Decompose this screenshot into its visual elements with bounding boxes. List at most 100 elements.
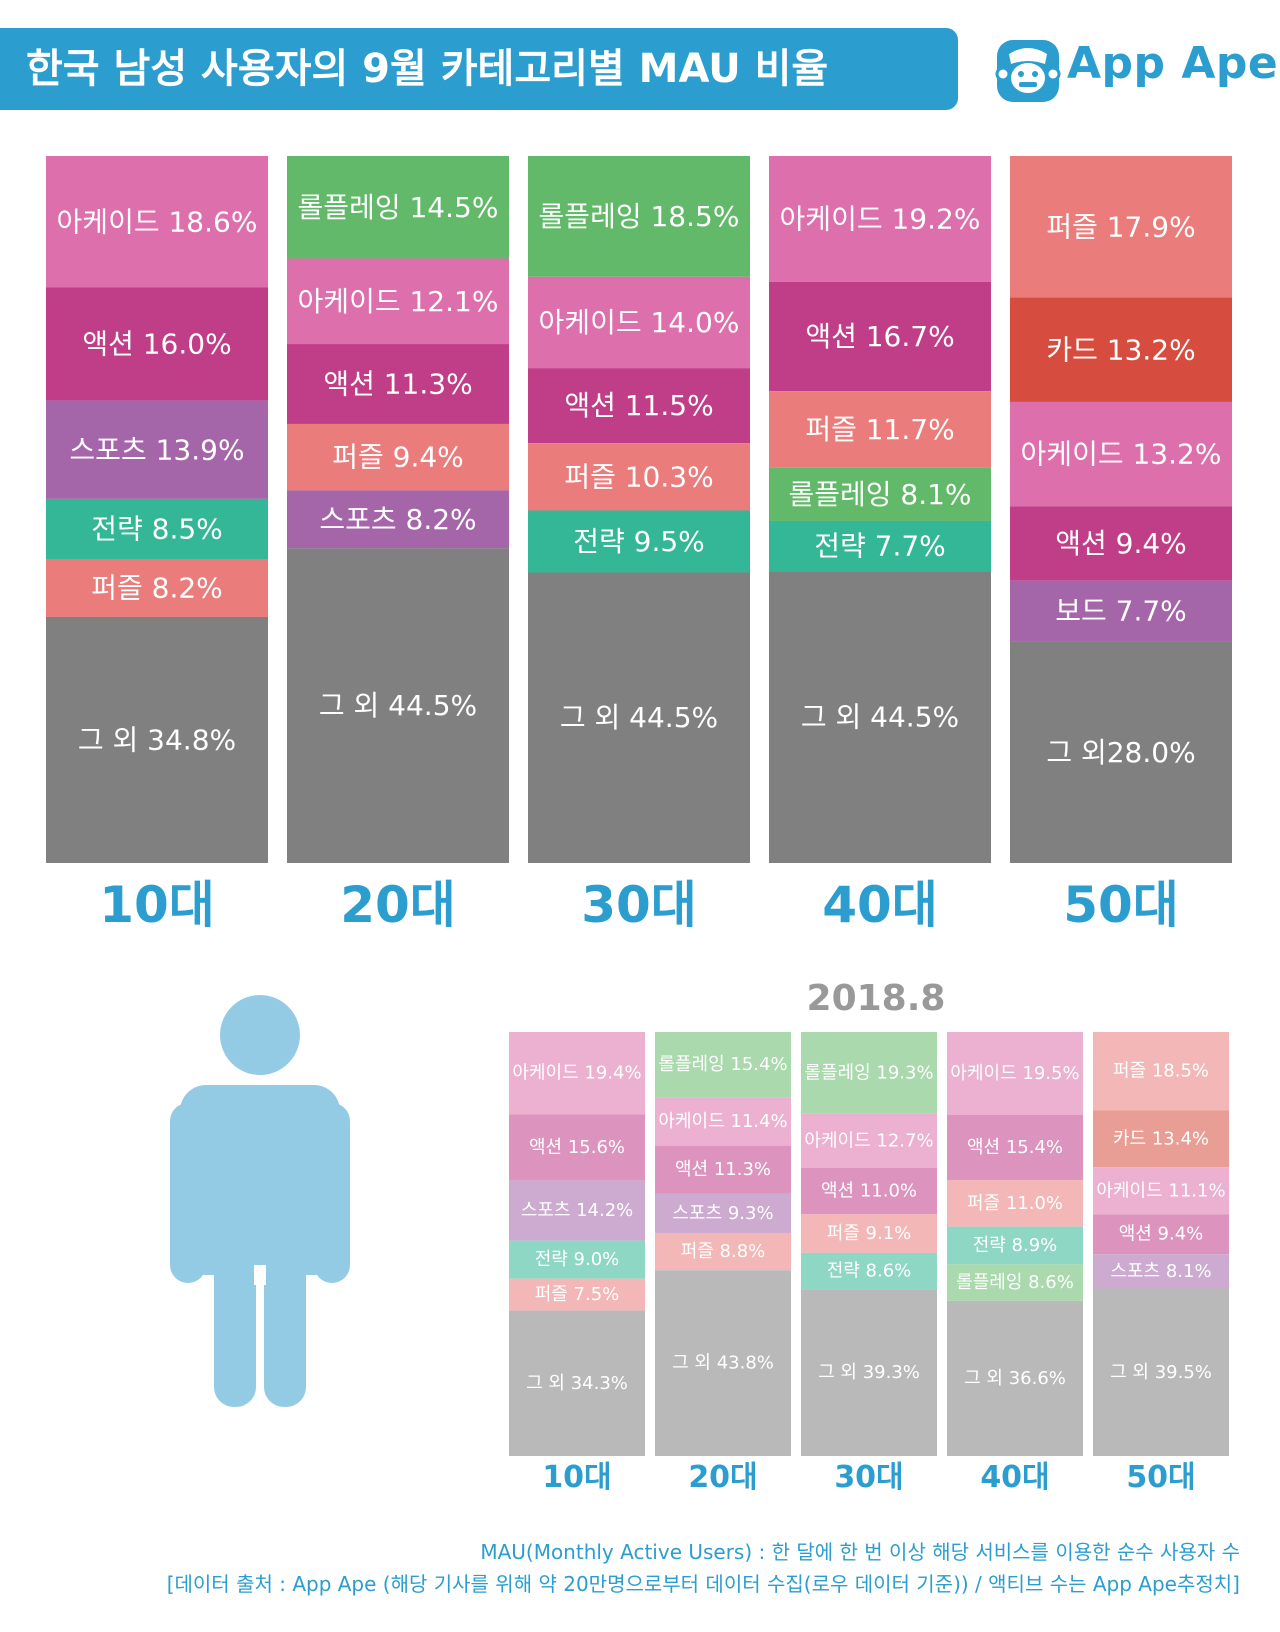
aug-data-label-40대-roleplaying: 롤플레잉 8.6% [956,1272,1074,1293]
aug-category-label-40대: 40대 [980,1460,1049,1495]
aug-data-label-40대-strategy: 전략 8.9% [973,1235,1058,1256]
sep-data-label-30대-other: 그 외 44.5% [560,701,718,734]
sep-data-label-10대-strategy: 전략 8.5% [91,512,223,545]
sep-bar-40대-strategy [769,520,991,572]
sep-data-label-30대-strategy: 전략 9.5% [573,525,705,558]
aug-data-label-30대-puzzle: 퍼즐 9.1% [827,1223,912,1244]
aug-data-label-30대-arcade: 아케이드 12.7% [804,1130,933,1151]
aug-bar-20대-puzzle [655,1232,791,1271]
sep-bar-30대-puzzle [528,443,750,511]
aug-mau-stacked-bar-chart: 2018.8 아케이드 19.4% 액션 15.6% 스포츠 14.2% 전략 9.0%… [509,978,1229,1495]
aug-data-label-20대-other: 그 외 43.8% [672,1353,774,1374]
aug-bar-30대-other [801,1289,937,1456]
sep-data-label-50대-board: 보드 7.7% [1055,595,1187,628]
aug-bar-20대-sports [655,1193,791,1233]
sep-bar-50대-other [1010,641,1232,863]
aug-data-label-10대-strategy: 전략 9.0% [535,1249,620,1270]
aug-data-label-50대-other: 그 외 39.5% [1110,1362,1212,1383]
aug-data-label-30대-roleplaying: 롤플레잉 19.3% [804,1062,933,1083]
sep-data-label-10대-action: 액션 16.0% [82,328,231,361]
sep-bar-30대-other [528,572,750,863]
sep-data-label-10대-puzzle: 퍼즐 8.2% [91,571,223,604]
sep-data-label-40대-arcade: 아케이드 19.2% [780,202,981,235]
aug-bar-50대-puzzle [1093,1032,1229,1111]
sep-data-label-50대-action: 액션 9.4% [1055,527,1187,560]
sep-bar-10대-puzzle [46,558,268,617]
aug-data-label-30대-action: 액션 11.0% [821,1181,917,1202]
aug-bar-10대-arcade [509,1032,645,1115]
aug-data-label-10대-sports: 스포츠 14.2% [521,1200,634,1221]
sep-bar-50대-card [1010,297,1232,402]
sep-bar-40대-arcade [769,156,991,282]
sep-bar-50대-arcade [1010,401,1232,507]
sep-bar-30대-arcade [528,276,750,369]
aug-data-label-40대-arcade: 아케이드 19.5% [950,1063,1079,1084]
sep-data-label-40대-roleplaying: 롤플레잉 8.1% [788,478,971,511]
aug-data-label-20대-action: 액션 11.3% [675,1159,771,1180]
sep-data-label-30대-arcade: 아케이드 14.0% [539,306,740,339]
aug-bar-20대-other [655,1270,791,1456]
sep-bar-40대-puzzle [769,391,991,468]
aug-data-label-20대-roleplaying: 롤플레잉 15.4% [658,1054,787,1075]
sep-data-label-40대-other: 그 외 44.5% [801,701,959,734]
aug-bar-40대-arcade [947,1032,1083,1115]
sep-data-label-50대-other: 그 외28.0% [1046,736,1195,769]
aug-category-label-20대: 20대 [688,1460,757,1495]
aug-data-label-10대-puzzle: 퍼즐 7.5% [535,1284,620,1305]
monkey-logo-icon [995,40,1061,102]
aug-chart-title: 2018.8 [807,978,946,1019]
aug-data-label-10대-action: 액션 15.6% [529,1137,625,1158]
sep-data-label-50대-card: 카드 13.2% [1046,333,1195,366]
sep-data-label-50대-arcade: 아케이드 13.2% [1021,438,1222,471]
sep-bar-30대-action [528,368,750,444]
sep-data-label-50대-puzzle: 퍼즐 17.9% [1046,210,1195,243]
sep-data-label-20대-sports: 스포츠 8.2% [319,503,476,536]
aug-bar-20대-arcade [655,1097,791,1146]
aug-bar-40대-action [947,1114,1083,1180]
aug-bar-30대-roleplaying [801,1032,937,1114]
person-icon [170,995,350,1407]
sep-data-label-20대-puzzle: 퍼즐 9.4% [332,441,464,474]
sep-bar-30대-strategy [528,510,750,573]
aug-bar-30대-action [801,1167,937,1215]
aug-bar-10대-strategy [509,1240,645,1279]
aug-bar-50대-other [1093,1288,1229,1456]
aug-data-label-30대-other: 그 외 39.3% [818,1362,920,1383]
sep-bar-30대-roleplaying [528,156,750,277]
sep-data-label-20대-arcade: 아케이드 12.1% [298,285,499,318]
sep-category-label-20대: 20대 [340,876,456,934]
aug-bar-50대-action [1093,1214,1229,1255]
aug-bar-20대-roleplaying [655,1032,791,1098]
aug-bar-30대-puzzle [801,1214,937,1253]
sep-data-label-20대-other: 그 외 44.5% [319,689,477,722]
sep-bar-10대-action [46,287,268,401]
sep-bar-20대-action [287,344,509,424]
sep-bar-50대-puzzle [1010,156,1232,298]
sep-bar-50대-board [1010,580,1232,642]
aug-data-label-10대-other: 그 외 34.3% [526,1373,628,1394]
aug-data-label-20대-sports: 스포츠 9.3% [672,1203,773,1224]
aug-bar-50대-arcade [1093,1167,1229,1215]
aug-data-label-40대-action: 액션 15.4% [967,1137,1063,1158]
aug-data-label-50대-card: 카드 13.4% [1113,1128,1209,1149]
sep-data-label-30대-roleplaying: 롤플레잉 18.5% [539,200,740,233]
aug-bar-50대-card [1093,1110,1229,1168]
aug-bar-10대-sports [509,1180,645,1241]
app-ape-logo: App Ape [995,34,1278,106]
aug-bar-30대-strategy [801,1252,937,1290]
aug-data-label-50대-arcade: 아케이드 11.1% [1096,1180,1225,1201]
sep-category-label-40대: 40대 [822,876,938,934]
logo-text: App Ape [1067,38,1279,89]
aug-bar-10대-other [509,1310,645,1456]
page-title: 한국 남성 사용자의 9월 카테고리별 MAU 비율 [26,46,829,92]
sep-data-label-40대-action: 액션 16.7% [805,320,954,353]
sep-bar-20대-roleplaying [287,156,509,259]
aug-data-label-30대-strategy: 전략 8.6% [827,1261,912,1282]
aug-category-label-50대: 50대 [1126,1460,1195,1495]
aug-bar-40대-other [947,1300,1083,1456]
aug-data-label-50대-sports: 스포츠 8.1% [1110,1261,1211,1282]
sep-bar-20대-arcade [287,258,509,345]
sep-data-label-20대-action: 액션 11.3% [323,368,472,401]
sep-bar-10대-strategy [46,498,268,559]
sep-bar-40대-action [769,281,991,392]
